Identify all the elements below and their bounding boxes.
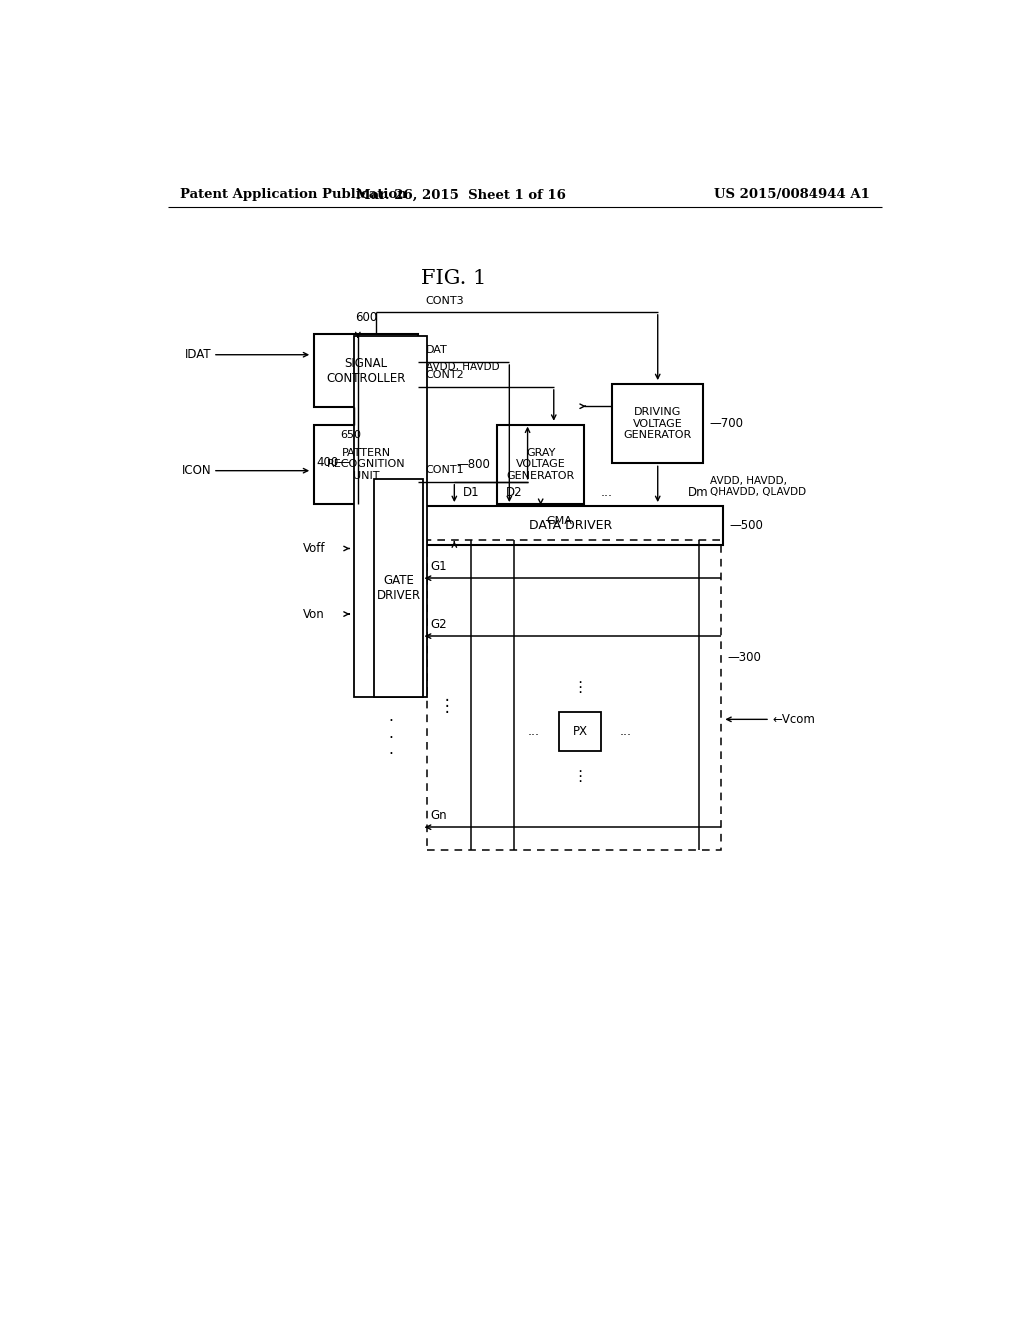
- Text: Dm: Dm: [688, 486, 709, 499]
- Text: SIGNAL
CONTROLLER: SIGNAL CONTROLLER: [327, 356, 406, 385]
- Text: Mar. 26, 2015  Sheet 1 of 16: Mar. 26, 2015 Sheet 1 of 16: [356, 189, 566, 202]
- Text: .: .: [388, 742, 393, 758]
- Text: CONT3: CONT3: [426, 296, 464, 306]
- Text: GMA: GMA: [546, 516, 572, 527]
- Text: DAT: DAT: [426, 345, 447, 355]
- Text: —700: —700: [710, 417, 743, 430]
- Text: Von: Von: [303, 607, 325, 620]
- Text: DATA DRIVER: DATA DRIVER: [528, 519, 612, 532]
- Text: DRIVING
VOLTAGE
GENERATOR: DRIVING VOLTAGE GENERATOR: [624, 407, 692, 441]
- Bar: [612, 384, 703, 463]
- Text: PATTERN
RECOGNITION
UNIT: PATTERN RECOGNITION UNIT: [327, 447, 406, 480]
- Text: 600: 600: [355, 312, 377, 325]
- Bar: [374, 479, 423, 697]
- Bar: [497, 425, 585, 504]
- Bar: [418, 506, 723, 545]
- Text: —500: —500: [729, 519, 764, 532]
- Text: ICON: ICON: [181, 465, 211, 477]
- Text: Voff: Voff: [303, 543, 325, 554]
- Text: CONT2: CONT2: [426, 370, 464, 380]
- Text: Gn: Gn: [430, 809, 447, 822]
- Text: ...: ...: [600, 486, 612, 499]
- Text: .: .: [388, 709, 393, 723]
- Text: G2: G2: [430, 618, 447, 631]
- Text: ...: ...: [527, 725, 540, 738]
- Text: PX: PX: [572, 725, 588, 738]
- Text: 650: 650: [340, 430, 361, 440]
- Text: —800: —800: [457, 458, 490, 471]
- Text: D2: D2: [506, 486, 523, 499]
- Bar: [559, 713, 600, 751]
- Text: ←Vcom: ←Vcom: [772, 713, 815, 726]
- Bar: [314, 425, 418, 504]
- Text: CONT1: CONT1: [426, 465, 464, 475]
- Text: D1: D1: [463, 486, 479, 499]
- Text: FIG. 1: FIG. 1: [421, 269, 486, 288]
- Text: —300: —300: [727, 651, 761, 664]
- Bar: [354, 337, 427, 697]
- Text: ⋮: ⋮: [572, 770, 588, 784]
- Text: GRAY
VOLTAGE
GENERATOR: GRAY VOLTAGE GENERATOR: [507, 447, 574, 480]
- Text: IDAT: IDAT: [184, 348, 211, 362]
- Text: AVDD, HAVDD,
QHAVDD, QLAVDD: AVDD, HAVDD, QHAVDD, QLAVDD: [710, 475, 806, 498]
- Text: G1: G1: [430, 560, 447, 573]
- Text: AVDD, HAVDD: AVDD, HAVDD: [426, 362, 500, 372]
- Text: GATE
DRIVER: GATE DRIVER: [377, 574, 421, 602]
- Text: Patent Application Publication: Patent Application Publication: [179, 189, 407, 202]
- Text: 400—: 400—: [316, 455, 350, 469]
- Text: ⋮: ⋮: [438, 697, 456, 715]
- Text: .: .: [388, 726, 393, 742]
- Text: ...: ...: [620, 725, 632, 738]
- Bar: [314, 334, 418, 408]
- Text: US 2015/0084944 A1: US 2015/0084944 A1: [714, 189, 870, 202]
- Text: ⋮: ⋮: [572, 680, 588, 694]
